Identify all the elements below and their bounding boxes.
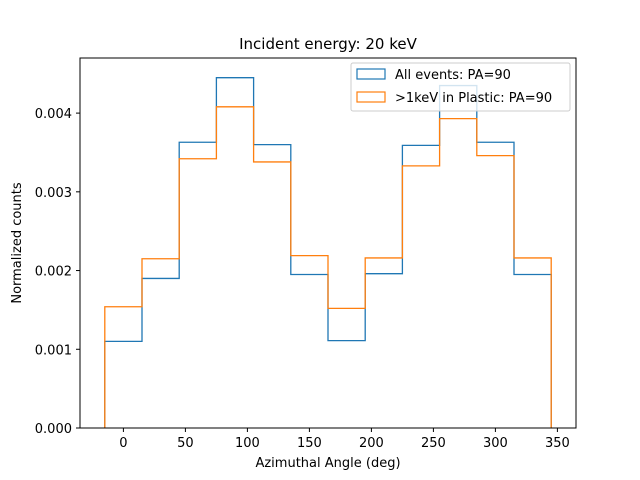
- x-tick-label: 350: [545, 436, 570, 451]
- chart-title: Incident energy: 20 keV: [239, 35, 417, 53]
- x-tick-label: 150: [297, 436, 322, 451]
- x-tick-label: 200: [359, 436, 384, 451]
- y-tick-label: 0.003: [35, 186, 72, 201]
- y-tick-label: 0.002: [35, 265, 72, 280]
- x-tick-label: 100: [235, 436, 260, 451]
- y-tick-label: 0.004: [35, 107, 72, 122]
- plot-area: [104, 77, 552, 428]
- y-tick-label: 0.001: [35, 343, 72, 358]
- histogram-series-plastic: [104, 106, 552, 428]
- y-axis-title: Normalized counts: [10, 182, 25, 304]
- x-tick-label: 50: [177, 436, 194, 451]
- x-tick-label: 0: [119, 436, 127, 451]
- legend-label-all-events: All events: PA=90: [395, 68, 511, 83]
- axes: 0 50 100 150 200 250 300 350 0.000 0.001 0.002 0.00…: [35, 57, 577, 451]
- y-tick-label: 0.000: [35, 422, 72, 437]
- legend-box: [350, 62, 571, 112]
- legend-swatch-all-events: [356, 68, 386, 80]
- legend-label-plastic: >1keV in Plastic: PA=90: [395, 91, 552, 106]
- axes-frame: [79, 57, 577, 429]
- x-tick-label: 250: [421, 436, 446, 451]
- x-tick-label: 300: [483, 436, 508, 451]
- legend: All events: PA=90 >1keV in Plastic: PA=9…: [350, 62, 571, 112]
- legend-swatch-plastic: [356, 91, 386, 103]
- x-axis-title: Azimuthal Angle (deg): [255, 456, 400, 471]
